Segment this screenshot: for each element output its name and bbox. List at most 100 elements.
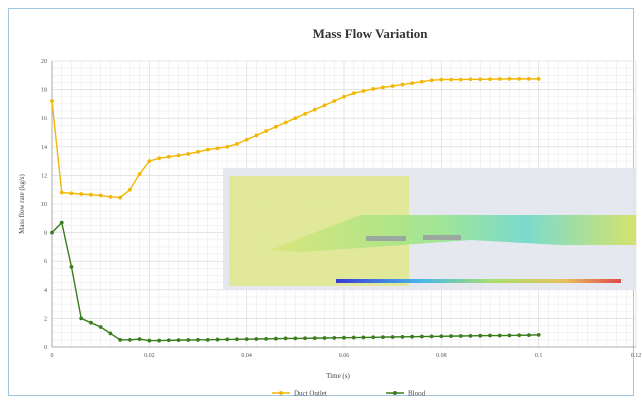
data-point xyxy=(390,335,395,339)
y-tick-label: 8 xyxy=(44,231,47,237)
data-point xyxy=(439,77,444,82)
data-point xyxy=(254,337,259,341)
x-tick-label: 0.04 xyxy=(241,353,252,359)
data-point xyxy=(59,190,64,195)
y-tick-label: 2 xyxy=(44,316,47,322)
data-point xyxy=(488,77,492,82)
data-point xyxy=(157,338,161,343)
data-point xyxy=(517,76,522,81)
data-point xyxy=(390,84,395,88)
data-point xyxy=(166,154,171,159)
data-point xyxy=(50,99,54,103)
legend-label: Blood xyxy=(408,390,426,398)
data-point xyxy=(303,112,307,116)
data-point xyxy=(89,192,93,197)
data-point xyxy=(225,337,230,342)
data-point xyxy=(273,336,278,341)
data-point xyxy=(312,107,317,112)
y-tick-label: 10 xyxy=(41,202,47,208)
data-point xyxy=(127,187,132,192)
data-point xyxy=(332,99,337,103)
data-point xyxy=(381,85,385,90)
data-point xyxy=(98,325,103,329)
series-group xyxy=(50,76,541,343)
data-point xyxy=(536,76,541,81)
y-axis-label: Mass flow rate (kg/s) xyxy=(18,173,26,233)
data-point xyxy=(147,338,152,343)
data-point xyxy=(361,89,366,93)
data-point xyxy=(69,191,74,196)
data-point xyxy=(488,333,492,338)
data-point xyxy=(303,336,307,341)
overlay-segment xyxy=(366,236,406,241)
axes: 0 0.02 0.04 0.06 0.08 0.1 0.12 0 2 4 6 8 10 12 14 16 18 2… xyxy=(41,59,641,359)
overlay-segment xyxy=(423,235,461,240)
y-tick-label: 0 xyxy=(44,345,47,351)
data-point xyxy=(79,316,84,321)
data-point xyxy=(186,338,191,342)
data-point xyxy=(264,336,269,341)
data-point xyxy=(351,335,356,340)
legend-swatch-marker xyxy=(279,391,283,395)
data-point xyxy=(342,94,346,99)
data-point xyxy=(118,337,123,342)
data-point xyxy=(98,193,103,198)
data-point xyxy=(283,120,288,125)
data-point xyxy=(157,156,161,161)
x-tick-label: 0 xyxy=(51,353,54,359)
data-point xyxy=(507,76,512,81)
data-point xyxy=(166,338,171,343)
data-point xyxy=(410,81,415,86)
data-point xyxy=(244,337,249,342)
data-point xyxy=(332,335,337,340)
data-point xyxy=(225,144,230,149)
data-point xyxy=(137,337,142,342)
data-point xyxy=(536,332,541,337)
overlay-flow-contour xyxy=(270,215,636,252)
data-point xyxy=(108,331,113,336)
data-point xyxy=(342,335,346,340)
x-tick-label: 0.12 xyxy=(631,353,642,359)
data-point xyxy=(351,91,356,96)
data-point xyxy=(235,337,239,342)
y-tick-label: 18 xyxy=(41,88,47,94)
data-point xyxy=(293,336,298,341)
data-point xyxy=(468,77,473,82)
data-point xyxy=(429,334,434,339)
data-point xyxy=(50,230,54,235)
cfd-flow-contour-image xyxy=(223,168,636,290)
data-point xyxy=(468,333,473,338)
legend-swatch-marker xyxy=(393,391,397,395)
data-point xyxy=(293,116,298,121)
data-point xyxy=(478,333,483,338)
data-point xyxy=(176,153,181,158)
data-point xyxy=(371,335,376,340)
x-tick-label: 0.1 xyxy=(535,353,543,359)
y-tick-label: 20 xyxy=(41,59,47,65)
y-tick-label: 6 xyxy=(44,259,47,265)
x-tick-label: 0.06 xyxy=(339,353,350,359)
data-point xyxy=(147,159,152,164)
data-point xyxy=(205,147,210,152)
data-point xyxy=(89,320,93,325)
data-point xyxy=(215,337,220,342)
data-point xyxy=(361,335,366,340)
data-point xyxy=(527,76,531,81)
data-point xyxy=(59,220,64,225)
data-point xyxy=(449,334,453,339)
data-point xyxy=(478,77,483,82)
data-point xyxy=(215,146,220,151)
data-point xyxy=(497,77,502,81)
legend: Duct Outlet Blood xyxy=(272,390,426,398)
data-point xyxy=(196,149,200,154)
data-point xyxy=(497,333,502,338)
data-point xyxy=(419,79,424,84)
data-point xyxy=(458,334,463,338)
data-point xyxy=(254,133,259,138)
data-point xyxy=(400,334,405,339)
data-point xyxy=(371,86,376,91)
data-point xyxy=(244,137,249,142)
y-tick-label: 14 xyxy=(41,145,47,151)
data-point xyxy=(449,77,453,82)
